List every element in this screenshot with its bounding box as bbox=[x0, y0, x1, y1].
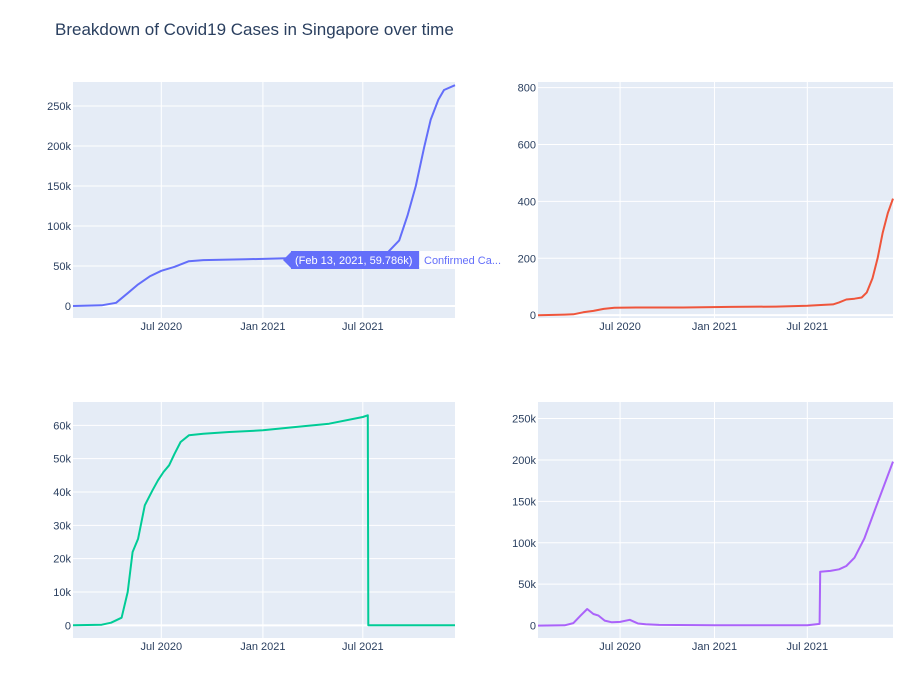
y-tick-label: 50k bbox=[53, 454, 71, 466]
x-tick-label: Jul 2021 bbox=[787, 641, 829, 653]
y-tick-label: 0 bbox=[530, 310, 536, 322]
y-tick-label: 100k bbox=[47, 221, 71, 233]
y-tick-label: 150k bbox=[47, 181, 71, 193]
series-line bbox=[537, 198, 894, 317]
x-tick-label: Jan 2021 bbox=[692, 641, 737, 653]
y-tick-label: 200 bbox=[518, 253, 536, 265]
hover-value-label: (Feb 13, 2021, 59.786k) bbox=[295, 255, 412, 267]
y-tick-label: 0 bbox=[65, 620, 71, 632]
y-tick-label: 150k bbox=[512, 496, 536, 508]
y-tick-label: 100k bbox=[512, 538, 536, 550]
hover-tooltip: (Feb 13, 2021, 59.786k) Confirmed Ca... bbox=[283, 251, 510, 269]
y-tick-label: 250k bbox=[47, 101, 71, 113]
x-tick-label: Jul 2021 bbox=[787, 321, 829, 333]
x-tick-label: Jul 2020 bbox=[141, 321, 183, 333]
panel-bottom-right: Jul 2020 Jan 2021 Jul 2021 0 50k 100k 150k 200k… bbox=[512, 402, 894, 653]
panel-top-left: Jul 2020 Jan 2021 Jul 2021 0 50k 100k 150k 200k… bbox=[47, 82, 456, 333]
y-tick-label: 250k bbox=[512, 414, 536, 426]
x-tick-label: Jul 2020 bbox=[141, 641, 183, 653]
y-tick-label: 200k bbox=[47, 141, 71, 153]
y-tick-label: 60k bbox=[53, 420, 71, 432]
y-tick-label: 10k bbox=[53, 587, 71, 599]
y-tick-label: 400 bbox=[518, 196, 536, 208]
y-tick-label: 50k bbox=[518, 579, 536, 591]
x-tick-label: Jul 2021 bbox=[342, 641, 384, 653]
y-tick-label: 600 bbox=[518, 140, 536, 152]
y-tick-label: 40k bbox=[53, 487, 71, 499]
y-tick-label: 30k bbox=[53, 520, 71, 532]
hover-series-bg bbox=[420, 251, 510, 269]
x-tick-label: Jul 2021 bbox=[342, 321, 384, 333]
series-line bbox=[72, 414, 455, 627]
x-tick-label: Jul 2020 bbox=[599, 641, 641, 653]
plot-background bbox=[538, 402, 893, 638]
x-tick-label: Jan 2021 bbox=[692, 321, 737, 333]
y-tick-label: 20k bbox=[53, 554, 71, 566]
y-tick-label: 800 bbox=[518, 83, 536, 95]
y-tick-label: 0 bbox=[530, 621, 536, 633]
panel-top-right: Jul 2020 Jan 2021 Jul 2021 0 200 400 600 800 bbox=[518, 82, 894, 333]
plot-background bbox=[73, 82, 455, 318]
y-tick-label: 0 bbox=[65, 301, 71, 313]
series-line bbox=[537, 461, 894, 627]
plot-background bbox=[538, 82, 893, 318]
hover-arrow bbox=[283, 252, 291, 268]
y-tick-label: 50k bbox=[53, 261, 71, 273]
y-tick-label: 200k bbox=[512, 455, 536, 467]
x-tick-label: Jul 2020 bbox=[599, 321, 641, 333]
page-title: Breakdown of Covid19 Cases in Singapore … bbox=[55, 20, 454, 39]
x-tick-label: Jan 2021 bbox=[240, 641, 285, 653]
plot-background bbox=[73, 402, 455, 638]
panel-bottom-left: Jul 2020 Jan 2021 Jul 2021 0 10k 20k 30k 40k 50k… bbox=[53, 402, 455, 653]
hover-series-label: Confirmed Ca... bbox=[424, 255, 501, 267]
x-tick-label: Jan 2021 bbox=[240, 321, 285, 333]
hover-box bbox=[291, 251, 419, 269]
